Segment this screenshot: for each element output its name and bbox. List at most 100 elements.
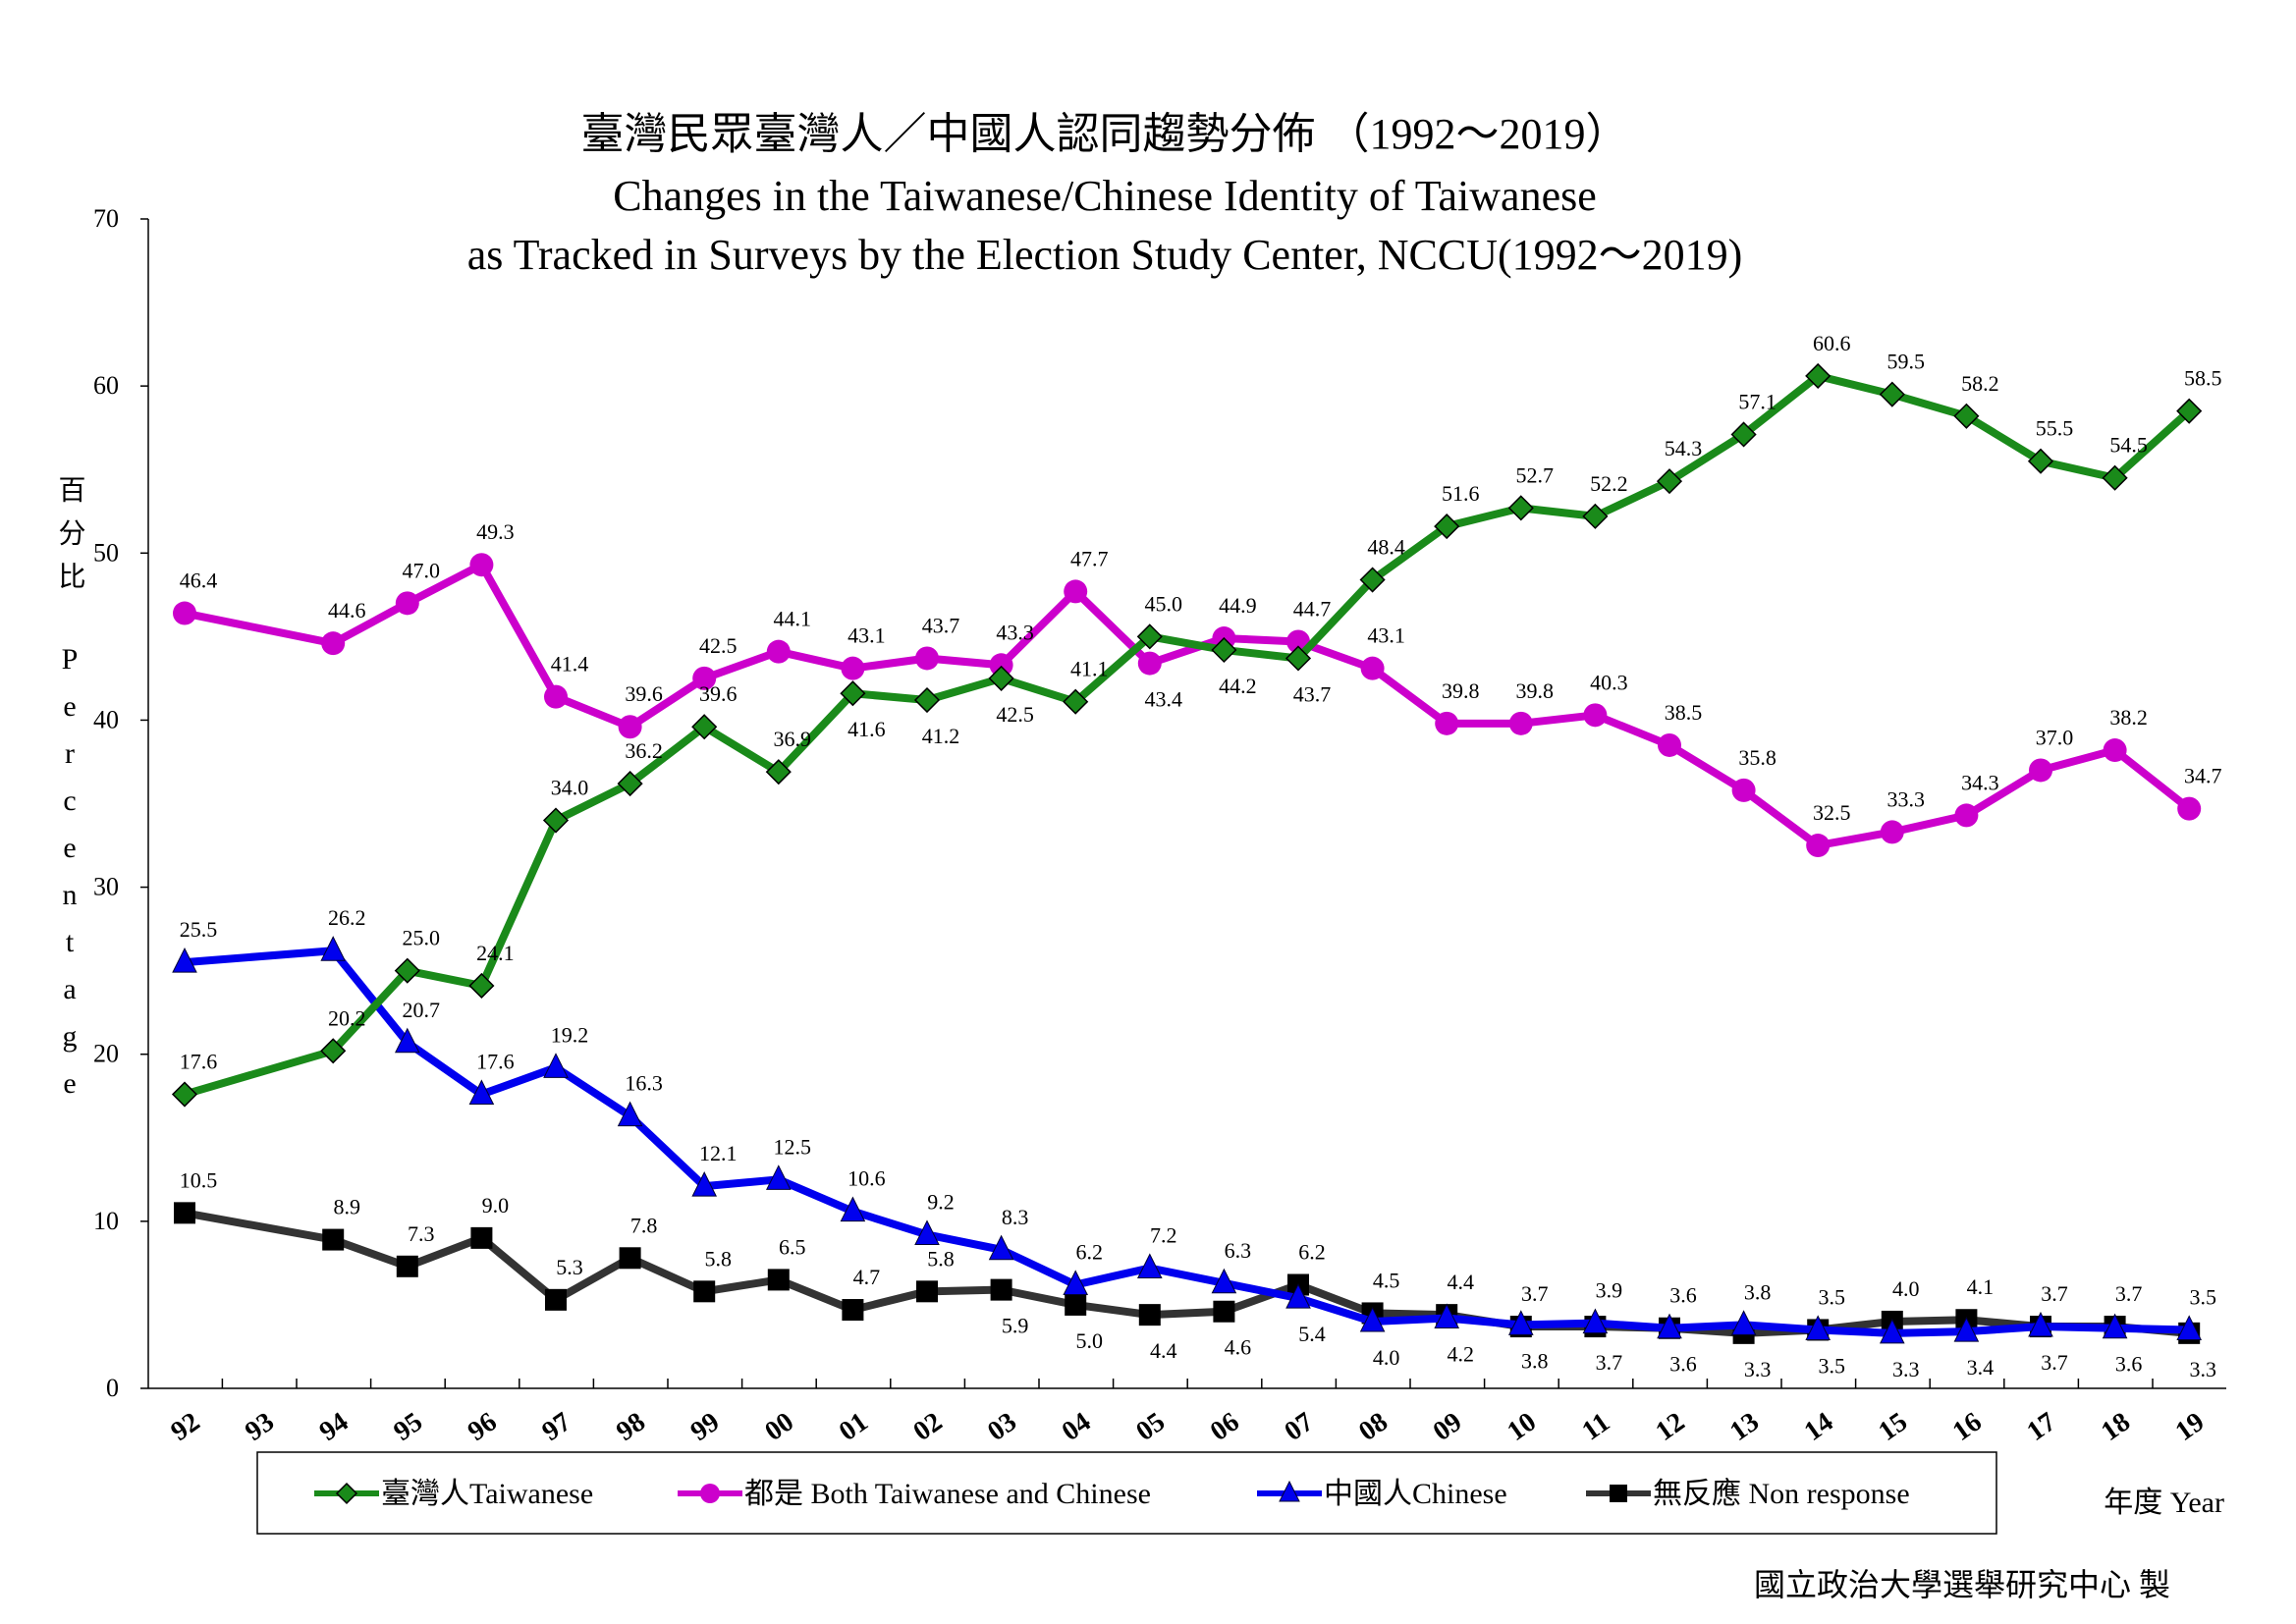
data-label: 25.5 — [180, 917, 218, 942]
data-label: 39.8 — [1442, 678, 1480, 703]
diamond-marker — [1953, 403, 1980, 429]
x-tick-label: 93 — [240, 1407, 280, 1447]
x-tick-label: 15 — [1873, 1407, 1913, 1447]
chart-title: 臺灣民眾臺灣人／中國人認同趨勢分佈 （1992～2019） — [581, 110, 1629, 158]
data-label: 5.8 — [704, 1246, 732, 1271]
data-label: 45.0 — [1145, 591, 1183, 616]
data-label: 7.3 — [408, 1221, 435, 1246]
triangle-marker — [2176, 1315, 2203, 1340]
x-tick-label: 14 — [1799, 1407, 1839, 1447]
data-label: 44.1 — [774, 607, 812, 631]
circle-marker — [1583, 703, 1608, 728]
diamond-marker — [2102, 464, 2128, 491]
diamond-marker — [840, 680, 866, 707]
data-label: 10.6 — [847, 1166, 886, 1191]
triangle-marker — [617, 1101, 643, 1127]
triangle-marker — [1434, 1303, 1460, 1329]
data-label: 4.5 — [1373, 1268, 1400, 1292]
data-label: 34.7 — [2184, 764, 2222, 788]
circle-marker — [1806, 834, 1831, 858]
data-label: 3.6 — [1669, 1283, 1697, 1308]
x-tick-label: 10 — [1502, 1407, 1542, 1447]
y-tick-label: 70 — [93, 204, 119, 233]
circle-marker — [2103, 738, 2127, 763]
triangle-marker — [765, 1164, 792, 1190]
triangle-marker — [1359, 1306, 1386, 1332]
legend-box — [256, 1451, 1997, 1535]
square-marker — [174, 1202, 195, 1224]
triangle-marker — [1063, 1270, 1089, 1296]
circle-marker — [766, 639, 791, 664]
data-label: 47.0 — [403, 558, 441, 582]
x-tick-label: 12 — [1651, 1407, 1691, 1447]
data-label: 52.7 — [1516, 462, 1555, 487]
data-label: 8.3 — [1002, 1205, 1029, 1229]
data-label: 3.8 — [1744, 1279, 1772, 1304]
data-label: 20.2 — [328, 1005, 366, 1030]
diamond-marker — [988, 665, 1014, 691]
diamond-marker — [468, 972, 495, 1000]
data-label: 3.7 — [1521, 1281, 1549, 1306]
data-label: 41.6 — [847, 717, 886, 741]
diamond-marker — [2027, 448, 2054, 474]
data-label: 3.8 — [1521, 1348, 1549, 1373]
x-tick-label: 06 — [1205, 1407, 1245, 1447]
data-label: 51.6 — [1442, 481, 1480, 506]
data-label: 44.6 — [328, 598, 366, 623]
data-label: 38.5 — [1665, 700, 1703, 725]
circle-marker — [1731, 778, 1756, 802]
x-tick-label: 04 — [1057, 1407, 1097, 1447]
data-label: 59.5 — [1887, 350, 1926, 374]
x-tick-label: 98 — [611, 1407, 651, 1447]
data-label: 16.3 — [625, 1071, 663, 1096]
data-label: 35.8 — [1738, 745, 1777, 770]
data-label: 6.5 — [779, 1234, 806, 1259]
credit-text: 國立政治大學選舉研究中心 製 — [1754, 1567, 2170, 1602]
diamond-marker — [320, 1038, 347, 1064]
legend-label: 中國人Chinese — [1324, 1478, 1507, 1510]
data-label: 6.3 — [1225, 1238, 1252, 1263]
x-axis-label: 年度 Year — [2104, 1487, 2224, 1519]
diamond-marker — [542, 807, 570, 834]
square-marker — [842, 1299, 864, 1322]
circle-marker — [618, 715, 642, 739]
data-label: 12.1 — [699, 1141, 738, 1165]
x-tick-label: 17 — [2022, 1407, 2062, 1447]
circle-marker — [1137, 651, 1162, 676]
data-label: 39.6 — [625, 681, 663, 706]
triangle-marker — [320, 936, 347, 961]
data-label: 46.4 — [180, 568, 218, 593]
triangle-marker — [1507, 1310, 1534, 1335]
diamond-marker — [1063, 688, 1089, 715]
data-label: 5.3 — [556, 1255, 583, 1279]
x-tick-label: 99 — [685, 1407, 726, 1447]
series-layer — [171, 362, 2203, 1344]
x-tick-label: 11 — [1577, 1407, 1615, 1447]
data-label: 48.4 — [1367, 535, 1405, 560]
data-label: 9.2 — [927, 1189, 955, 1214]
data-label: 8.9 — [333, 1195, 360, 1219]
circle-marker — [1880, 820, 1904, 844]
data-label: 5.8 — [927, 1246, 955, 1271]
legend: 臺灣人Taiwanese 都是 Both Taiwanese and Chines… — [256, 1451, 1997, 1535]
data-label: 43.3 — [996, 620, 1034, 644]
square-marker — [322, 1228, 345, 1251]
x-tick-label: 03 — [982, 1407, 1022, 1447]
x-tick-label: 00 — [759, 1407, 799, 1447]
triangle-marker — [394, 1027, 420, 1054]
data-label: 44.2 — [1219, 674, 1257, 698]
legend-item: 臺灣人Taiwanese — [314, 1478, 593, 1510]
triangle-marker — [1211, 1268, 1237, 1294]
x-tick-label: 16 — [1947, 1407, 1988, 1447]
x-tick-label: 08 — [1353, 1407, 1394, 1447]
data-label: 10.5 — [180, 1167, 218, 1192]
square-marker — [545, 1288, 567, 1311]
data-label: 19.2 — [551, 1022, 589, 1047]
triangle-marker — [2028, 1311, 2053, 1337]
data-label: 3.5 — [2189, 1284, 2216, 1309]
diamond-marker — [1211, 636, 1237, 664]
data-label: 58.5 — [2184, 366, 2222, 391]
square-marker — [396, 1255, 418, 1277]
data-label: 5.9 — [1002, 1314, 1029, 1338]
data-label: 3.7 — [2041, 1350, 2068, 1375]
